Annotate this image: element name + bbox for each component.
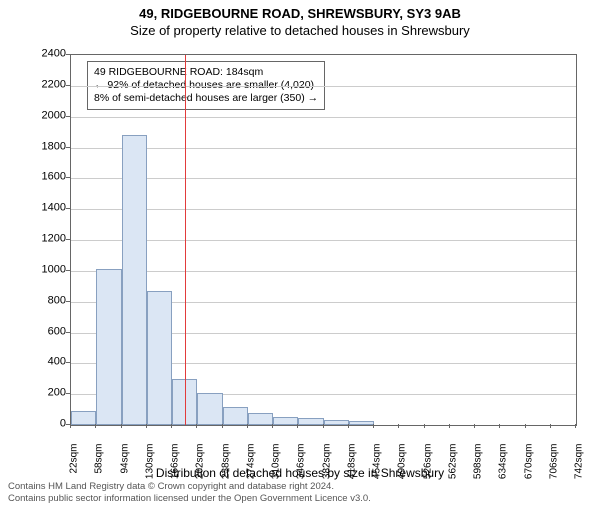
x-tick-mark xyxy=(424,424,425,428)
y-tick-mark xyxy=(66,147,70,148)
x-tick-label: 742sqm xyxy=(574,444,585,480)
x-tick-label: 202sqm xyxy=(195,444,206,480)
x-tick-mark xyxy=(272,424,273,428)
y-tick-label: 1400 xyxy=(16,203,66,214)
x-tick-mark xyxy=(121,424,122,428)
histogram-bar xyxy=(122,135,147,425)
y-tick-mark xyxy=(66,54,70,55)
x-tick-mark xyxy=(171,424,172,428)
x-tick-label: 454sqm xyxy=(372,444,383,480)
x-tick-mark xyxy=(70,424,71,428)
x-tick-mark xyxy=(575,424,576,428)
x-tick-mark xyxy=(499,424,500,428)
y-tick-mark xyxy=(66,239,70,240)
x-tick-mark xyxy=(222,424,223,428)
x-tick-mark xyxy=(474,424,475,428)
x-tick-label: 22sqm xyxy=(69,444,80,474)
y-tick-label: 2000 xyxy=(16,110,66,121)
x-tick-label: 382sqm xyxy=(321,444,332,480)
x-tick-label: 562sqm xyxy=(447,444,458,480)
x-tick-label: 490sqm xyxy=(397,444,408,480)
x-tick-label: 598sqm xyxy=(473,444,484,480)
histogram-bar xyxy=(71,411,96,425)
info-line: 8% of semi-detached houses are larger (3… xyxy=(94,92,318,105)
y-tick-mark xyxy=(66,116,70,117)
x-tick-label: 58sqm xyxy=(94,444,105,474)
y-tick-mark xyxy=(66,270,70,271)
chart-title: 49, RIDGEBOURNE ROAD, SHREWSBURY, SY3 9A… xyxy=(0,6,600,21)
histogram-bar xyxy=(349,421,374,425)
x-tick-mark xyxy=(550,424,551,428)
gridline xyxy=(71,178,576,179)
gridline xyxy=(71,209,576,210)
y-tick-mark xyxy=(66,362,70,363)
y-tick-mark xyxy=(66,332,70,333)
x-tick-label: 634sqm xyxy=(498,444,509,480)
x-tick-label: 418sqm xyxy=(346,444,357,480)
x-tick-label: 274sqm xyxy=(245,444,256,480)
y-tick-label: 400 xyxy=(16,357,66,368)
gridline xyxy=(71,117,576,118)
x-tick-mark xyxy=(196,424,197,428)
x-tick-mark xyxy=(525,424,526,428)
y-tick-label: 1800 xyxy=(16,141,66,152)
y-tick-label: 2200 xyxy=(16,79,66,90)
gridline xyxy=(71,240,576,241)
plot-area: 49 RIDGEBOURNE ROAD: 184sqm ← 92% of det… xyxy=(70,54,577,426)
y-tick-mark xyxy=(66,85,70,86)
y-tick-mark xyxy=(66,301,70,302)
y-tick-mark xyxy=(66,208,70,209)
histogram-bar xyxy=(197,393,222,425)
footer-attribution: Contains HM Land Registry data © Crown c… xyxy=(8,481,592,504)
x-tick-label: 670sqm xyxy=(523,444,534,480)
y-tick-mark xyxy=(66,393,70,394)
titles: 49, RIDGEBOURNE ROAD, SHREWSBURY, SY3 9A… xyxy=(0,6,600,38)
x-tick-label: 130sqm xyxy=(144,444,155,480)
histogram-bar xyxy=(324,420,349,425)
gridline xyxy=(71,148,576,149)
footer-line: Contains HM Land Registry data © Crown c… xyxy=(8,481,592,492)
x-tick-mark xyxy=(348,424,349,428)
x-tick-mark xyxy=(323,424,324,428)
x-tick-label: 526sqm xyxy=(422,444,433,480)
y-tick-label: 1000 xyxy=(16,264,66,275)
y-tick-label: 800 xyxy=(16,295,66,306)
x-tick-mark xyxy=(398,424,399,428)
gridline xyxy=(71,86,576,87)
histogram-bar xyxy=(223,407,248,425)
histogram-bar xyxy=(298,418,323,425)
chart-subtitle: Size of property relative to detached ho… xyxy=(0,23,600,38)
y-tick-label: 1600 xyxy=(16,172,66,183)
x-tick-label: 238sqm xyxy=(220,444,231,480)
x-tick-mark xyxy=(146,424,147,428)
x-tick-label: 706sqm xyxy=(548,444,559,480)
gridline xyxy=(71,271,576,272)
histogram-bar xyxy=(96,269,121,425)
histogram-bar xyxy=(147,291,172,425)
x-tick-label: 94sqm xyxy=(119,444,130,474)
y-tick-mark xyxy=(66,177,70,178)
info-line: 49 RIDGEBOURNE ROAD: 184sqm xyxy=(94,66,318,79)
y-tick-label: 2400 xyxy=(16,49,66,60)
x-tick-mark xyxy=(247,424,248,428)
y-tick-label: 200 xyxy=(16,388,66,399)
chart-container: 49, RIDGEBOURNE ROAD, SHREWSBURY, SY3 9A… xyxy=(0,6,600,506)
x-tick-label: 346sqm xyxy=(296,444,307,480)
histogram-bar xyxy=(273,417,298,425)
x-tick-mark xyxy=(95,424,96,428)
x-tick-mark xyxy=(297,424,298,428)
y-tick-label: 600 xyxy=(16,326,66,337)
footer-line: Contains public sector information licen… xyxy=(8,493,592,504)
x-tick-label: 310sqm xyxy=(271,444,282,480)
x-tick-label: 166sqm xyxy=(170,444,181,480)
y-tick-label: 0 xyxy=(16,419,66,430)
property-marker-line xyxy=(185,55,186,425)
y-tick-label: 1200 xyxy=(16,234,66,245)
x-tick-mark xyxy=(373,424,374,428)
histogram-bar xyxy=(248,413,273,425)
x-tick-mark xyxy=(449,424,450,428)
